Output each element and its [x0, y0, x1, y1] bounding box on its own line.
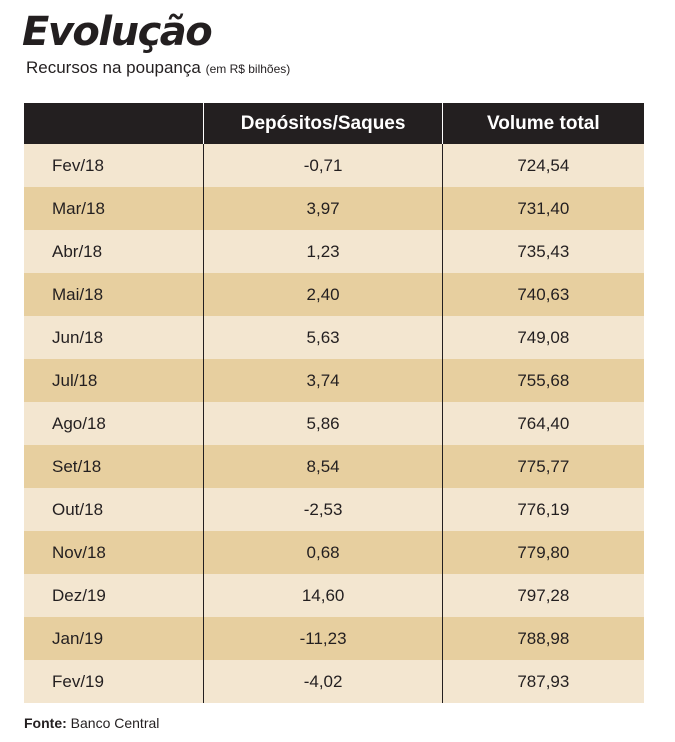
- table-row: Jun/18 5,63 749,08: [24, 316, 644, 359]
- cell-period: Mai/18: [52, 284, 104, 304]
- table-row: Mar/18 3,97 731,40: [24, 187, 644, 230]
- cell-deposits: -11,23: [203, 617, 441, 660]
- table-row: Dez/19 14,60 797,28: [24, 574, 644, 617]
- table-row: Ago/18 5,86 764,40: [24, 402, 644, 445]
- cell-total: 764,40: [441, 402, 644, 445]
- source-label: Fonte:: [24, 715, 67, 731]
- unit-label: (em R$ bilhões): [205, 62, 291, 76]
- cell-deposits: 5,63: [203, 316, 441, 359]
- cell-deposits: 3,74: [203, 359, 441, 402]
- cell-deposits: 3,97: [203, 187, 441, 230]
- cell-period: Set/18: [52, 456, 102, 476]
- cell-period: Jun/18: [52, 327, 104, 347]
- cell-period: Fev/19: [52, 671, 104, 691]
- table-row: Out/18 -2,53 776,19: [24, 488, 644, 531]
- table-row: Jul/18 3,74 755,68: [24, 359, 644, 402]
- table-row: Abr/18 1,23 735,43: [24, 230, 644, 273]
- table-row: Fev/19 -4,02 787,93: [24, 660, 644, 703]
- cell-period: Out/18: [52, 499, 104, 519]
- cell-period: Dez/19: [52, 585, 106, 605]
- cell-period: Fev/18: [52, 155, 104, 175]
- source-note: Fonte: Banco Central: [24, 714, 159, 732]
- cell-deposits: -0,71: [203, 144, 441, 187]
- table-row: Jan/19 -11,23 788,98: [24, 617, 644, 660]
- table-row: Fev/18 -0,71 724,54: [24, 144, 644, 187]
- table-row: Set/18 8,54 775,77: [24, 445, 644, 488]
- table-header: Depósitos/Saques Volume total: [24, 103, 644, 144]
- table-body: Fev/18 -0,71 724,54 Mar/18 3,97 731,40 Abr/18 1…: [24, 144, 644, 703]
- cell-total: 787,93: [441, 660, 644, 703]
- cell-deposits: -4,02: [203, 660, 441, 703]
- cell-total: 776,19: [441, 488, 644, 531]
- cell-deposits: 1,23: [203, 230, 441, 273]
- data-table: Depósitos/Saques Volume total Fev/18 -0,7…: [24, 103, 644, 703]
- cell-total: 775,77: [441, 445, 644, 488]
- cell-total: 740,63: [441, 273, 644, 316]
- cell-total: 731,40: [441, 187, 644, 230]
- source-value: Banco Central: [70, 715, 160, 731]
- cell-total: 724,54: [441, 144, 644, 187]
- cell-total: 788,98: [441, 617, 644, 660]
- page-title: Evolução: [22, 9, 213, 55]
- cell-period: Jan/19: [52, 628, 104, 648]
- cell-total: 735,43: [441, 230, 644, 273]
- cell-total: 749,08: [441, 316, 644, 359]
- table-row: Nov/18 0,68 779,80: [24, 531, 644, 574]
- cell-total: 797,28: [441, 574, 644, 617]
- cell-period: Jul/18: [52, 370, 98, 390]
- cell-period: Nov/18: [52, 542, 106, 562]
- cell-deposits: 2,40: [203, 273, 441, 316]
- cell-total: 755,68: [441, 359, 644, 402]
- column-header-total: Volume total: [441, 103, 644, 144]
- cell-deposits: 0,68: [203, 531, 441, 574]
- cell-deposits: 8,54: [203, 445, 441, 488]
- subtitle: Recursos na poupança (em R$ bilhões): [26, 58, 290, 79]
- cell-deposits: 5,86: [203, 402, 441, 445]
- cell-period: Abr/18: [52, 241, 103, 261]
- column-header-deposits: Depósitos/Saques: [203, 103, 441, 144]
- subtitle-text: Recursos na poupança: [26, 58, 201, 77]
- cell-deposits: 14,60: [203, 574, 441, 617]
- cell-deposits: -2,53: [203, 488, 441, 531]
- column-header-period: [24, 103, 203, 144]
- cell-period: Ago/18: [52, 413, 106, 433]
- table-row: Mai/18 2,40 740,63: [24, 273, 644, 316]
- cell-period: Mar/18: [52, 198, 105, 218]
- cell-total: 779,80: [441, 531, 644, 574]
